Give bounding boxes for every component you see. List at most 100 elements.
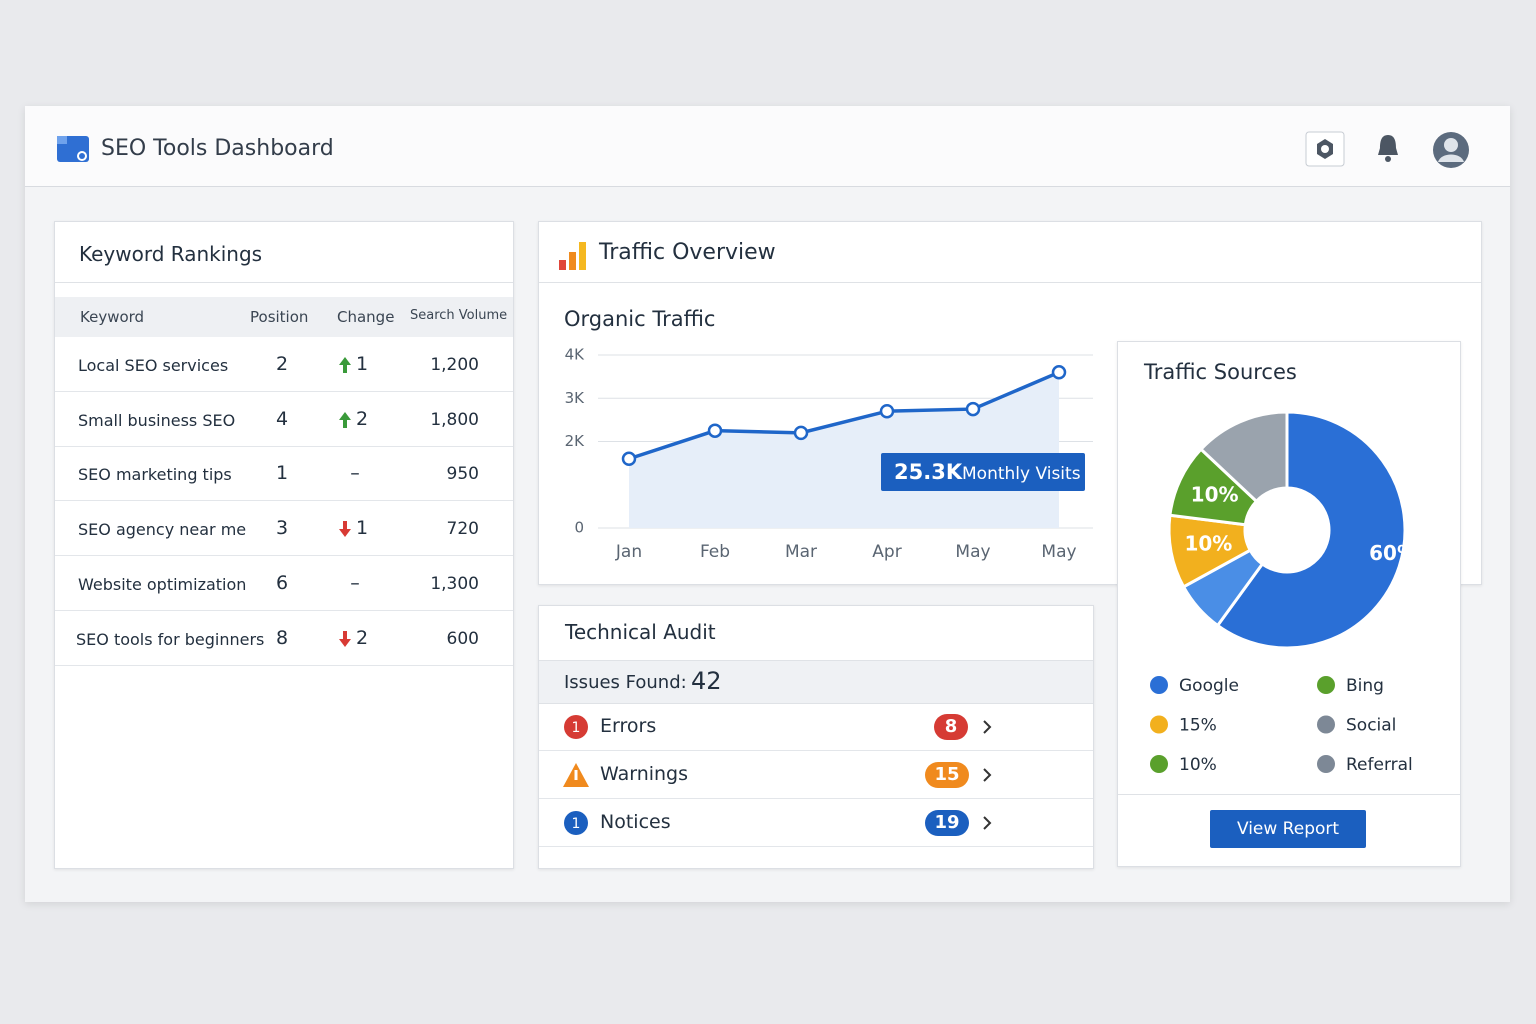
row-divider: [55, 609, 513, 611]
level-icon: 1: [564, 715, 588, 739]
settings-button[interactable]: [1305, 130, 1345, 168]
chevron[interactable]: [980, 766, 994, 784]
keyword: Website optimization: [78, 574, 247, 594]
area: [629, 372, 1059, 528]
pie-chart: Traffic Sources 60% 10% 10% Google Bing 15% Soc…: [1143, 360, 1417, 775]
x-tick-label: Jan: [615, 542, 642, 562]
mark: [574, 770, 578, 780]
level-icon: [563, 763, 589, 787]
row-divider: [55, 500, 513, 502]
search-volume: 950: [446, 464, 479, 485]
change: 1: [356, 353, 369, 375]
change: 2: [356, 626, 369, 649]
legend-label: Social: [1346, 716, 1396, 736]
keyword-table: Keyword Position Change Search Volume Local …: [55, 297, 513, 857]
point: [793, 425, 809, 441]
annotation-text: Monthly Visits: [962, 464, 1081, 484]
position: 2: [275, 353, 289, 375]
row-divider: [55, 555, 513, 557]
pie-slice: [1215, 410, 1407, 650]
row-divider: [55, 391, 513, 392]
position: 8: [275, 626, 289, 649]
audit-list: 1 Errors 8 Warnings 15 1 Notices 19: [539, 703, 1093, 853]
chevron-path: [983, 768, 992, 782]
change-arrow: [339, 411, 351, 428]
y-tick-label: 4K: [565, 346, 586, 364]
app-title: SEO Tools Dashboard: [101, 136, 334, 161]
card-title: Keyword Rankings: [79, 242, 263, 266]
divider: [1118, 794, 1460, 795]
issues-bar: Issues Found: 42: [539, 660, 1093, 704]
legend-label: Google: [1179, 676, 1239, 696]
line-chart: Organic Traffic 0 2K 3K 4K Jan Feb Mar Apr May May…: [564, 307, 1093, 562]
logo: [57, 136, 89, 162]
keyword: Small business SEO: [78, 410, 236, 430]
row-divider: [539, 750, 1093, 751]
row-divider: [539, 846, 1093, 847]
column-header: Search Volume: [410, 308, 508, 323]
audit-card: Technical Audit Issues Found: 42 1 Errors…: [538, 605, 1094, 869]
row-divider: [55, 664, 513, 666]
search-volume: 720: [446, 519, 479, 540]
arrow: [339, 521, 351, 538]
change-arrow: [339, 630, 351, 647]
notifications-button[interactable]: [1375, 132, 1401, 166]
annotation-value: 25.3K: [894, 460, 963, 484]
change: –: [350, 462, 360, 485]
icon-text: 1: [572, 816, 581, 832]
position: 4: [275, 407, 289, 430]
x-tick-label: Mar: [785, 542, 817, 562]
chevron[interactable]: [980, 718, 994, 736]
card-title: Technical Audit: [565, 620, 716, 644]
legend-label: 15%: [1179, 716, 1217, 736]
audit-label: Errors: [600, 715, 657, 737]
change: –: [350, 571, 360, 594]
change-arrow: [339, 357, 351, 373]
keyword-card: Keyword Rankings Keyword Position Change Se…: [54, 221, 514, 869]
audit-label: Notices: [600, 811, 671, 833]
search-volume: 1,800: [430, 409, 479, 430]
change: 2: [356, 407, 369, 430]
point: [707, 423, 723, 438]
chart-title: Organic Traffic: [564, 307, 715, 331]
arrow: [339, 411, 351, 428]
count-badge: 8: [934, 714, 968, 740]
arrow: [339, 357, 351, 373]
profile-button[interactable]: [1431, 130, 1471, 170]
arrow: [339, 630, 351, 647]
change: 1: [356, 517, 369, 540]
x-tick-label: May: [955, 542, 990, 562]
card-title: Traffic Overview: [599, 240, 776, 265]
issues-count: 42: [691, 667, 722, 695]
y-tick-label: 0: [574, 519, 584, 537]
position: 1: [275, 462, 289, 485]
column-header: Position: [250, 308, 309, 326]
chevron[interactable]: [980, 814, 994, 832]
divider: [55, 282, 513, 283]
change-arrow: [339, 521, 351, 538]
position: 3: [275, 517, 289, 540]
audit-label: Warnings: [600, 763, 689, 785]
legend-swatch: [1150, 676, 1168, 694]
annotation-box: [881, 453, 1085, 491]
search-volume: 600: [446, 628, 479, 649]
level-icon: 1: [564, 811, 588, 835]
slice-label: 10%: [1184, 531, 1232, 555]
icon-circle: [564, 715, 588, 739]
keyword: Local SEO services: [78, 356, 229, 375]
keyword: SEO agency near me: [78, 520, 247, 540]
column-header: Keyword: [80, 308, 145, 326]
traffic-icon: [559, 242, 586, 270]
legend-swatch: [1317, 676, 1335, 694]
column-header: Change: [337, 308, 395, 326]
view-report-button[interactable]: View Report: [1210, 810, 1366, 848]
legend-swatch: [1150, 715, 1168, 734]
row-divider: [55, 445, 513, 447]
keyword: SEO marketing tips: [78, 465, 232, 485]
x-tick-label: Feb: [700, 542, 730, 562]
slice-label: 10%: [1191, 482, 1239, 506]
row-divider: [539, 798, 1093, 799]
pie-slice: [1198, 410, 1289, 504]
top-bar: SEO Tools Dashboard: [25, 106, 1510, 187]
